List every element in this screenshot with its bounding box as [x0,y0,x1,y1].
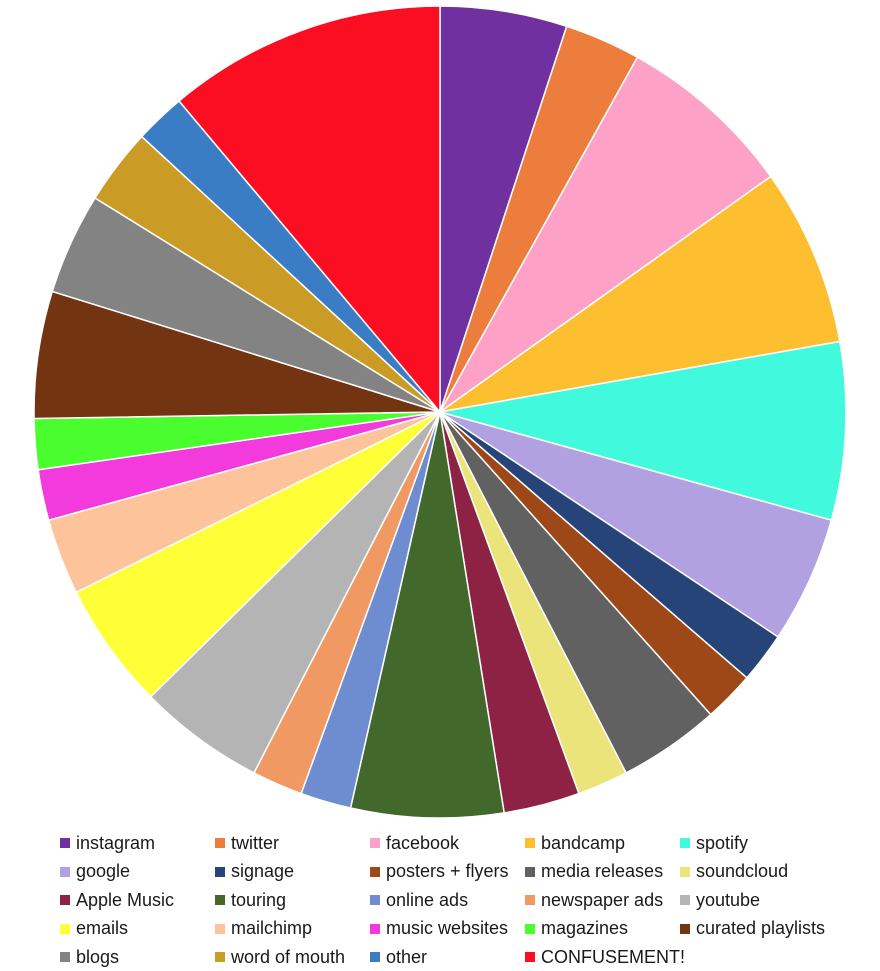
pie-chart [33,5,847,819]
legend-swatch [215,923,225,934]
legend-label: google [76,861,131,881]
legend-item: media releases [525,861,680,883]
legend-label: curated playlists [696,918,826,938]
legend-label: blogs [76,946,120,967]
legend-swatch [370,866,380,877]
pie-slice-facebook [439,56,772,413]
legend-swatch [525,952,535,962]
legend-item: touring [215,889,370,911]
legend-label: other [386,946,428,967]
legend-label: magazines [541,918,629,938]
legend-item: emails [60,918,215,940]
legend-label: signage [231,861,295,881]
legend-item: curated playlists [680,918,860,940]
legend-swatch [370,923,380,934]
legend-item: facebook [370,832,525,854]
legend-label: Apple Music [76,889,175,910]
legend-label: media releases [541,861,664,881]
legend-item: CONFUSEMENT! [525,946,685,968]
legend-swatch [60,838,70,848]
legend-swatch [525,838,535,848]
legend-item: google [60,861,215,883]
legend-swatch [60,952,70,962]
legend-label: emails [76,918,129,938]
legend-label: newspaper ads [541,889,664,910]
legend-swatch [680,838,690,848]
pie-slice-confusement [177,5,441,415]
legend-swatch [680,895,690,905]
legend-item: newspaper ads [525,889,680,911]
legend-swatch [215,838,225,848]
pie-slice-touring [349,411,506,819]
legend-item: twitter [215,832,370,854]
legend-swatch [680,923,690,934]
legend-swatch [370,952,380,962]
legend-item: word of mouth [215,946,370,968]
legend-label: facebook [386,832,460,853]
legend-item: mailchimp [215,918,370,940]
legend-item: soundcloud [680,861,860,883]
legend-swatch [525,866,535,877]
legend-swatch [525,895,535,905]
legend-item: spotify [680,832,860,854]
legend-label: word of mouth [231,946,346,967]
pie-slice-bandcamp [439,175,841,413]
legend-swatch [215,952,225,962]
legend-swatch [370,895,380,905]
legend-item: instagram [60,832,215,854]
legend-swatch [60,923,70,934]
legend-item: posters + flyers [370,861,525,883]
legend-label: youtube [696,889,761,910]
pie-slice-spotify [439,340,847,522]
legend-item: other [370,946,525,968]
legend-label: bandcamp [541,832,626,853]
chart-legend: instagram twitter facebook bandcamp spotify g… [60,832,860,968]
legend-item: music websites [370,918,525,940]
legend-item: online ads [370,889,525,911]
legend-label: online ads [386,889,469,910]
legend-item: Apple Music [60,889,215,911]
legend-item: bandcamp [525,832,680,854]
legend-swatch [680,866,690,877]
legend-label: CONFUSEMENT! [541,946,685,967]
legend-swatch [370,838,380,848]
legend-label: music websites [386,918,509,938]
legend-swatch [525,923,535,934]
legend-label: mailchimp [231,918,313,938]
legend-label: twitter [231,832,280,853]
legend-label: spotify [696,832,749,853]
legend-label: posters + flyers [386,861,509,881]
legend-swatch [60,866,70,877]
legend-label: instagram [76,832,156,853]
legend-swatch [215,866,225,877]
legend-item: blogs [60,946,215,968]
legend-item: signage [215,861,370,883]
legend-swatch [60,895,70,905]
legend-item: magazines [525,918,680,940]
legend-swatch [215,895,225,905]
legend-label: soundcloud [696,861,789,881]
legend-item: youtube [680,889,860,911]
legend-label: touring [231,889,287,910]
